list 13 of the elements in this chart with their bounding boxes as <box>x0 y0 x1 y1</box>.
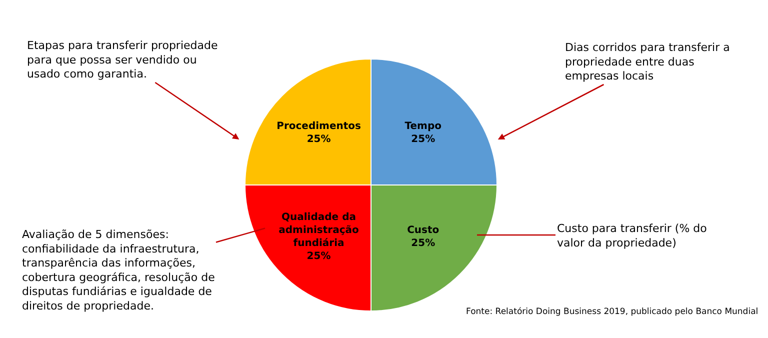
slice-label: Qualidade da administração fundiária <box>278 212 360 250</box>
text: Avaliação de 5 dimensões: confiabilidade da infraestrutura, transparência das informações, cobertura geográfica, resolução de disputas fundiárias e igualdade de direitos de propriedade. <box>22 228 216 312</box>
slice-label: Custo <box>407 225 440 236</box>
slice-label: Tempo <box>404 120 442 132</box>
source-note: Fonte: Relatório Doing Business 2019, publicado pelo Banco Mundial <box>466 307 758 317</box>
data-label: 25% <box>411 134 436 145</box>
text: Dias corridos para transferir a propriedade entre duas empresas locais <box>565 41 730 83</box>
text: Custo para transferir (% do valor da propriedade) <box>557 222 708 250</box>
text: Etapas para transferir propriedade para que possa ser vendido ou usado como garantia. <box>27 39 218 81</box>
data-label: 25% <box>306 134 331 145</box>
data-label: 25% <box>411 238 436 250</box>
slice-label: Procedimentos <box>276 120 362 132</box>
data-label: 25% <box>306 251 331 262</box>
